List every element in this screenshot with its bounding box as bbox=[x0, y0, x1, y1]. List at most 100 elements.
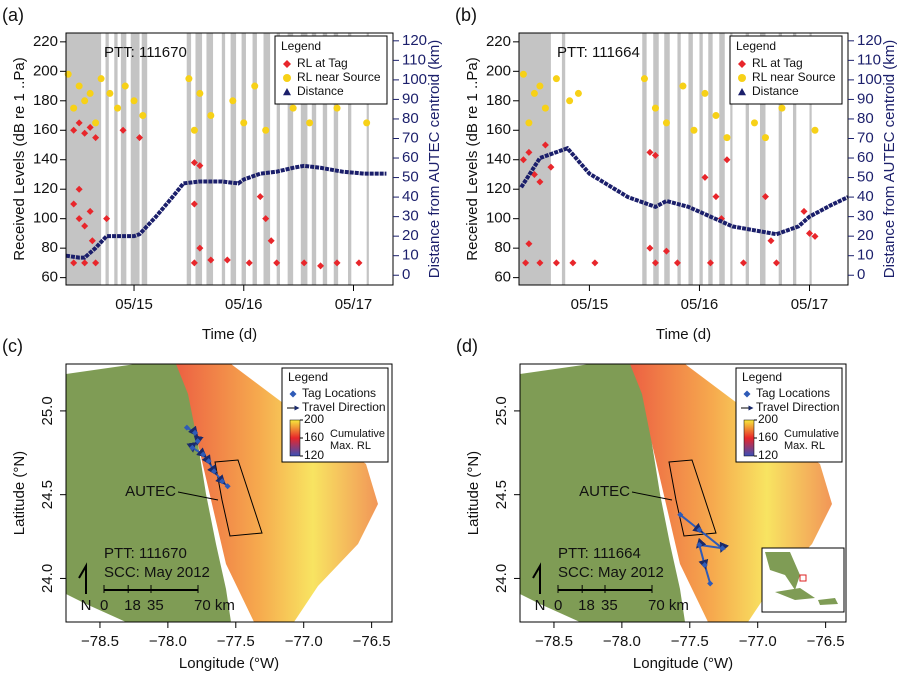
legend-label: RL near Source bbox=[752, 70, 836, 84]
data-point bbox=[333, 104, 341, 112]
data-point bbox=[569, 259, 577, 267]
colorbar-tick-label: 120 bbox=[758, 448, 778, 462]
shaded-interval bbox=[561, 33, 566, 285]
y-axis-label: Received Levels (dB re 1 ..Pa) bbox=[11, 57, 28, 260]
shaded-interval bbox=[719, 33, 725, 285]
y2-tick-label: 80 bbox=[402, 110, 419, 127]
data-point bbox=[75, 119, 83, 127]
data-point bbox=[86, 123, 94, 131]
y-axis-label: Latitude (°N) bbox=[465, 451, 482, 535]
track bbox=[679, 513, 729, 584]
legend-marker bbox=[283, 60, 291, 68]
legend-label: RL at Tag bbox=[297, 56, 348, 70]
x-tick-label: −76.5 bbox=[807, 633, 845, 650]
x-tick-label: −78.0 bbox=[149, 633, 187, 650]
data-point bbox=[662, 247, 670, 255]
shaded-interval bbox=[778, 33, 782, 285]
inset-map bbox=[761, 547, 845, 613]
y2-tick-label: 110 bbox=[402, 51, 426, 68]
data-point bbox=[75, 215, 83, 223]
x-axis-label: Longitude (°W) bbox=[179, 655, 279, 672]
legend-title: Legend bbox=[288, 370, 328, 384]
map-layer bbox=[66, 364, 378, 622]
data-point bbox=[92, 119, 100, 127]
y2-tick-label: 40 bbox=[402, 188, 419, 205]
data-point bbox=[92, 134, 100, 142]
shaded-interval bbox=[809, 33, 812, 285]
legend-label: Distance bbox=[752, 84, 799, 98]
y-tick-label: 80 bbox=[494, 239, 511, 256]
data-point bbox=[81, 97, 89, 105]
legend-marker bbox=[743, 390, 751, 398]
panel-label: (c) bbox=[2, 336, 23, 356]
data-point bbox=[640, 75, 648, 83]
data-point bbox=[75, 185, 83, 193]
data-point bbox=[114, 104, 122, 112]
colorbar-tick-label: 120 bbox=[304, 448, 324, 462]
data-point bbox=[541, 141, 549, 149]
leader-line bbox=[631, 491, 673, 501]
data-point bbox=[772, 259, 780, 267]
shaded-interval bbox=[708, 33, 713, 285]
scale-label: 70 km bbox=[194, 597, 235, 614]
y2-tick-label: 30 bbox=[857, 208, 874, 225]
y2-tick-label: 120 bbox=[402, 32, 427, 49]
data-point bbox=[106, 89, 114, 97]
y2-tick-label: 70 bbox=[857, 129, 874, 146]
shaded-interval bbox=[221, 33, 226, 285]
shaded-interval bbox=[120, 33, 127, 285]
legend-label: Tag Locations bbox=[756, 386, 830, 400]
annotation: SCC: May 2012 bbox=[104, 564, 210, 581]
data-point bbox=[185, 75, 193, 83]
legend-marker bbox=[283, 88, 291, 96]
x-tick-label: −77.0 bbox=[739, 633, 777, 650]
colorbar-tick-label: 200 bbox=[304, 412, 324, 426]
data-point bbox=[119, 126, 127, 134]
data-point bbox=[70, 259, 78, 267]
tag-location bbox=[189, 444, 196, 451]
y2-tick-label: 20 bbox=[402, 227, 419, 244]
annotation: PTT: 111664 bbox=[558, 545, 641, 562]
data-point bbox=[767, 237, 775, 245]
tag-location bbox=[696, 541, 703, 548]
data-point bbox=[190, 259, 198, 267]
y2-tick-label: 20 bbox=[857, 227, 874, 244]
y2-tick-label: 0 bbox=[402, 266, 410, 283]
data-point bbox=[92, 259, 100, 267]
data-point bbox=[701, 89, 709, 97]
shaded-interval bbox=[792, 33, 797, 285]
data-point bbox=[690, 126, 698, 134]
data-point bbox=[70, 126, 78, 134]
scale-label: 35 bbox=[147, 597, 164, 614]
annotation: PTT: 111670 bbox=[104, 44, 187, 61]
shaded-interval bbox=[141, 33, 148, 285]
data-point bbox=[70, 104, 78, 112]
data-point bbox=[574, 89, 582, 97]
y-tick-label: 24.0 bbox=[493, 564, 510, 593]
tag-location bbox=[707, 580, 714, 587]
data-point bbox=[240, 119, 248, 127]
colorbar-title: Max. RL bbox=[784, 440, 825, 452]
legend-title: Legend bbox=[742, 370, 782, 384]
data-point bbox=[525, 240, 533, 248]
shaded-interval bbox=[114, 33, 118, 285]
colorbar-title: Max. RL bbox=[330, 440, 371, 452]
y-tick-label: 24.5 bbox=[493, 480, 510, 509]
land bbox=[520, 364, 685, 622]
data-point bbox=[651, 104, 659, 112]
data-point bbox=[552, 259, 560, 267]
shaded-interval bbox=[287, 33, 294, 285]
x-tick-label: −77.5 bbox=[671, 633, 709, 650]
legend-box bbox=[274, 35, 388, 105]
map-frame bbox=[519, 363, 847, 623]
tag-location bbox=[219, 478, 226, 485]
north-arrow bbox=[78, 562, 87, 594]
data-point bbox=[267, 237, 275, 245]
data-point bbox=[207, 256, 215, 264]
data-point bbox=[800, 207, 808, 215]
shaded-interval bbox=[130, 33, 140, 285]
data-point bbox=[519, 156, 527, 164]
panel-label: (b) bbox=[455, 5, 477, 25]
data-point bbox=[811, 232, 819, 240]
